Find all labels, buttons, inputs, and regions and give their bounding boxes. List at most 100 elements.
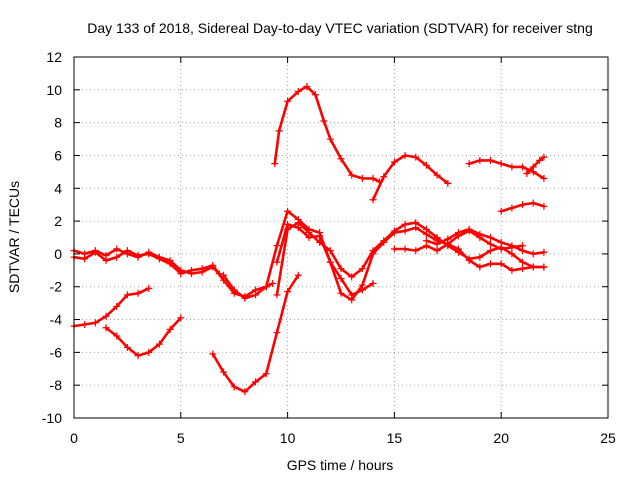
data-point-marker: [337, 275, 345, 283]
data-point-marker: [262, 370, 270, 378]
data-point-marker: [465, 256, 473, 264]
data-point-marker: [369, 196, 377, 204]
data-point-marker: [113, 245, 121, 253]
data-point-marker: [230, 286, 238, 294]
data-point-marker: [348, 296, 356, 304]
y-tick-label: 12: [46, 49, 62, 65]
data-point-marker: [497, 238, 505, 246]
data-point-marker: [155, 340, 163, 348]
data-point-marker: [113, 302, 121, 310]
data-point-marker: [497, 207, 505, 215]
series-track-14: [523, 153, 548, 178]
data-point-marker: [433, 247, 441, 255]
data-point-marker: [401, 245, 409, 253]
y-tick-label: 10: [46, 82, 62, 98]
data-point-marker: [252, 291, 260, 299]
series-line: [275, 221, 546, 297]
data-point-marker: [358, 281, 366, 289]
data-point-marker: [358, 265, 366, 273]
data-point-marker: [316, 238, 324, 246]
data-point-marker: [284, 207, 292, 215]
series-line: [104, 316, 183, 357]
y-tick-label: 4: [54, 180, 62, 196]
data-point-marker: [401, 151, 409, 159]
series-line: [72, 249, 274, 298]
data-point-marker: [113, 332, 121, 340]
data-point-marker: [269, 279, 277, 287]
data-point-marker: [294, 87, 302, 95]
data-point-marker: [412, 219, 420, 227]
data-point-marker: [220, 271, 228, 279]
data-point-marker: [326, 135, 334, 143]
y-tick-label: -4: [50, 312, 63, 328]
data-point-marker: [348, 171, 356, 179]
y-tick-label: -8: [50, 377, 63, 393]
data-point-marker: [177, 314, 185, 322]
data-series: [70, 83, 548, 396]
data-point-marker: [369, 279, 377, 287]
data-point-marker: [320, 117, 328, 125]
data-point-marker: [454, 245, 462, 253]
data-point-marker: [465, 225, 473, 233]
data-point-marker: [102, 312, 110, 320]
y-tick-label: 2: [54, 213, 62, 229]
data-point-marker: [444, 235, 452, 243]
data-point-marker: [271, 160, 279, 168]
axis-ticks: [73, 56, 609, 419]
data-point-marker: [476, 263, 484, 271]
data-point-marker: [454, 229, 462, 237]
data-point-marker: [508, 242, 516, 250]
data-point-marker: [241, 294, 249, 302]
y-tick-label: -6: [50, 344, 63, 360]
data-point-marker: [508, 266, 516, 274]
data-point-marker: [519, 201, 527, 209]
series-track-15: [497, 199, 548, 215]
data-point-marker: [145, 248, 153, 256]
data-point-marker: [412, 153, 420, 161]
data-point-marker: [369, 174, 377, 182]
x-tick-label: 5: [177, 430, 185, 446]
data-point-marker: [123, 291, 131, 299]
data-point-marker: [540, 263, 548, 271]
data-point-marker: [529, 199, 537, 207]
data-point-marker: [311, 91, 319, 99]
data-point-marker: [465, 160, 473, 168]
data-point-marker: [284, 97, 292, 105]
data-point-marker: [166, 325, 174, 333]
data-point-marker: [123, 250, 131, 258]
data-point-marker: [102, 324, 110, 332]
data-point-marker: [81, 320, 89, 328]
data-point-marker: [198, 268, 206, 276]
data-point-marker: [252, 378, 260, 386]
x-tick-label: 25: [600, 430, 616, 446]
data-point-marker: [294, 271, 302, 279]
data-point-marker: [519, 247, 527, 255]
data-point-marker: [497, 260, 505, 268]
data-point-marker: [529, 163, 537, 171]
data-point-marker: [273, 329, 281, 337]
grid: [74, 57, 608, 418]
data-point-marker: [145, 348, 153, 356]
data-point-marker: [123, 343, 131, 351]
data-point-marker: [508, 204, 516, 212]
series-track-3: [70, 284, 153, 330]
data-point-marker: [337, 155, 345, 163]
data-point-marker: [187, 270, 195, 278]
data-point-marker: [444, 179, 452, 187]
data-point-marker: [230, 383, 238, 391]
data-point-marker: [519, 265, 527, 273]
data-point-marker: [433, 171, 441, 179]
data-point-marker: [487, 247, 495, 255]
series-track-4: [102, 314, 185, 360]
data-point-marker: [337, 265, 345, 273]
data-point-marker: [523, 170, 531, 178]
data-point-marker: [337, 289, 345, 297]
data-point-marker: [209, 263, 217, 271]
series-track-2: [70, 245, 223, 278]
x-tick-label: 0: [70, 430, 78, 446]
data-point-marker: [145, 284, 153, 292]
y-tick-label: -10: [42, 410, 62, 426]
data-point-marker: [177, 266, 185, 274]
data-point-marker: [476, 156, 484, 164]
data-point-marker: [134, 352, 142, 360]
